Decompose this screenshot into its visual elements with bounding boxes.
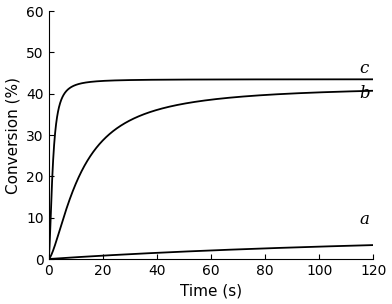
Y-axis label: Conversion (%): Conversion (%) (5, 77, 20, 194)
Text: c: c (360, 60, 369, 78)
Text: a: a (360, 211, 370, 228)
X-axis label: Time (s): Time (s) (180, 283, 242, 299)
Text: b: b (360, 85, 370, 102)
